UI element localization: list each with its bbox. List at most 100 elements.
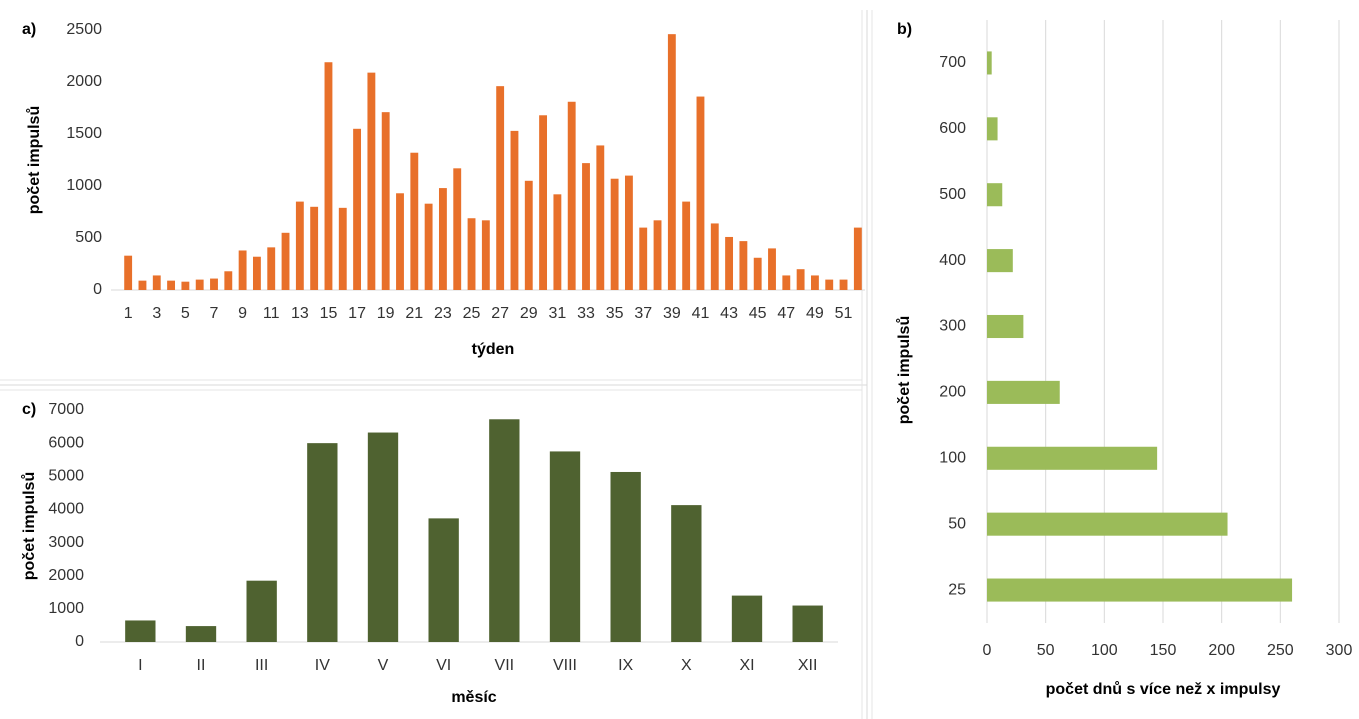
bar <box>549 451 581 642</box>
bar <box>295 201 304 290</box>
bar <box>396 193 404 290</box>
x-tick-label: XII <box>798 657 818 674</box>
y-tick-label: 600 <box>939 120 966 137</box>
bar <box>353 128 362 290</box>
bar <box>167 280 176 290</box>
x-tick-label: V <box>378 657 389 674</box>
bar <box>181 281 190 290</box>
bar <box>987 314 1024 339</box>
y-axis-label: počet impulsů <box>21 472 38 580</box>
x-tick-label: 37 <box>634 305 652 322</box>
x-tick-label: 150 <box>1150 642 1177 659</box>
x-tick-label: III <box>255 657 268 674</box>
y-tick-label: 200 <box>939 384 966 401</box>
bar <box>539 115 548 290</box>
x-tick-label: 15 <box>320 305 338 322</box>
x-tick-label: 50 <box>1037 642 1055 659</box>
bar <box>753 257 762 290</box>
bar <box>367 72 376 290</box>
bar <box>496 86 505 290</box>
y-tick-label: 7000 <box>48 401 84 418</box>
x-tick-label: 250 <box>1267 642 1294 659</box>
y-axis-label: počet impulsů <box>26 106 43 214</box>
bar <box>438 188 447 290</box>
x-tick-label: 7 <box>210 305 219 322</box>
y-tick-label: 500 <box>939 186 966 203</box>
x-tick-label: 29 <box>520 305 538 322</box>
bar <box>510 130 519 290</box>
x-tick-label: 43 <box>720 305 738 322</box>
x-tick-label: 33 <box>577 305 595 322</box>
bar <box>624 175 633 290</box>
bar <box>481 220 490 290</box>
x-tick-label: 19 <box>377 305 395 322</box>
bar <box>596 145 605 290</box>
y-tick-label: 500 <box>75 229 102 246</box>
bar <box>553 194 562 290</box>
x-tick-label: 11 <box>263 305 280 322</box>
bar <box>210 278 218 290</box>
bar <box>639 227 648 290</box>
panel-label: a) <box>22 21 36 38</box>
bar <box>125 620 156 642</box>
x-tick-label: 17 <box>348 305 366 322</box>
x-axis-label: týden <box>472 341 515 358</box>
bar <box>671 505 702 642</box>
x-tick-label: II <box>197 657 206 674</box>
y-tick-label: 1000 <box>48 600 84 617</box>
x-tick-label: 41 <box>692 305 710 322</box>
y-tick-label: 6000 <box>48 434 84 451</box>
x-tick-label: 300 <box>1326 642 1353 659</box>
bar <box>653 220 662 290</box>
y-axis-label: počet impulsů <box>896 316 913 424</box>
x-tick-label: 5 <box>181 305 190 322</box>
x-tick-label: IV <box>315 657 330 674</box>
bar <box>987 183 1003 207</box>
y-tick-label: 4000 <box>48 501 84 518</box>
bar <box>307 443 338 642</box>
y-tick-label: 2000 <box>48 567 84 584</box>
y-tick-label: 0 <box>93 281 102 298</box>
x-tick-label: VII <box>495 657 515 674</box>
x-tick-label: 51 <box>835 305 853 322</box>
bar <box>310 206 319 290</box>
bar <box>252 256 261 290</box>
bar <box>810 275 819 290</box>
bar <box>152 275 161 290</box>
y-tick-label: 0 <box>75 633 84 650</box>
x-tick-label: 13 <box>291 305 309 322</box>
bar <box>839 279 848 290</box>
bar <box>796 269 805 290</box>
bar <box>610 471 641 642</box>
bar <box>367 432 399 642</box>
bar <box>682 201 691 290</box>
x-tick-label: 1 <box>124 305 133 322</box>
x-tick-label: 200 <box>1208 642 1235 659</box>
bar <box>825 279 834 290</box>
bar <box>267 247 276 290</box>
bar <box>731 595 763 642</box>
x-tick-label: 0 <box>983 642 992 659</box>
x-tick-label: XI <box>739 657 754 674</box>
bar <box>524 180 533 290</box>
x-tick-label: 21 <box>405 305 423 322</box>
bar <box>381 112 390 290</box>
bar <box>453 168 462 290</box>
x-tick-label: I <box>138 657 142 674</box>
y-tick-label: 400 <box>939 252 966 269</box>
bar <box>281 232 290 290</box>
x-tick-label: 27 <box>491 305 509 322</box>
x-tick-label: 45 <box>749 305 767 322</box>
bar <box>489 419 520 642</box>
bar <box>987 51 992 75</box>
bar <box>792 605 823 642</box>
y-tick-label: 2000 <box>66 73 102 90</box>
bar <box>725 236 734 290</box>
x-tick-label: 31 <box>548 305 566 322</box>
bar <box>124 255 133 290</box>
y-tick-label: 300 <box>939 318 966 335</box>
bar <box>224 271 233 290</box>
x-tick-label: IX <box>618 657 633 674</box>
y-tick-label: 700 <box>939 54 966 71</box>
